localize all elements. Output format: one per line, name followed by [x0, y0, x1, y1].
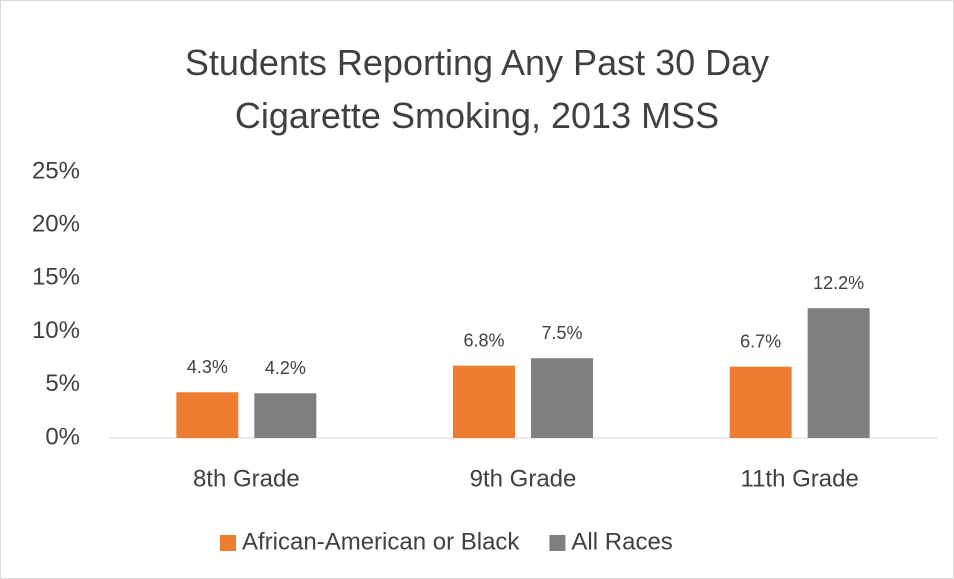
y-tick-label: 0% [45, 423, 80, 450]
data-label: 12.2% [813, 273, 864, 293]
legend-swatch [220, 535, 236, 551]
bar [176, 392, 239, 438]
y-tick-label: 20% [32, 211, 80, 238]
data-label: 4.2% [265, 358, 306, 378]
y-tick-label: 25% [32, 157, 80, 184]
bar [807, 308, 870, 438]
x-tick-label: 9th Grade [470, 465, 577, 492]
y-tick-label: 5% [45, 370, 80, 397]
data-label: 6.7% [740, 331, 781, 351]
bar [453, 365, 515, 438]
data-label: 4.3% [187, 357, 228, 377]
chart-title: Students Reporting Any Past 30 Day Cigar… [184, 42, 770, 136]
bar [254, 393, 317, 438]
y-tick-label: 10% [32, 317, 80, 344]
legend-swatch [549, 535, 566, 551]
x-tick-label: 8th Grade [193, 465, 300, 492]
bar [531, 358, 593, 438]
legend-label: All Races [571, 528, 672, 555]
x-tick-label: 11th Grade [741, 465, 859, 492]
y-tick-label: 15% [32, 264, 80, 291]
bar [729, 366, 792, 438]
data-label: 7.5% [541, 323, 582, 343]
legend-label: African-American or Black [242, 528, 520, 555]
data-label: 6.8% [463, 330, 504, 350]
